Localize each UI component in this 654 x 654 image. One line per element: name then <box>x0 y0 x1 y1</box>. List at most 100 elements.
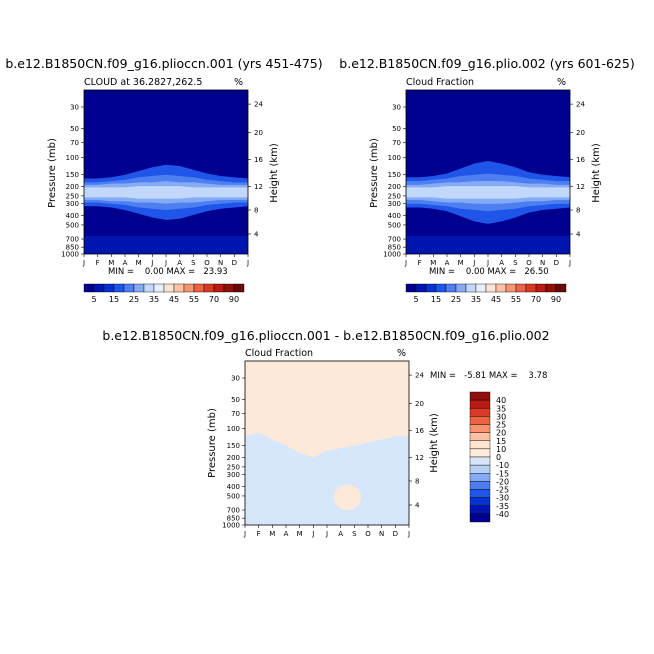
y-tick-label: 1000 <box>383 251 401 259</box>
colorbar-label: 35 <box>471 295 481 304</box>
y-tick-label: 100 <box>227 425 240 433</box>
x-tick-label: J <box>150 259 153 267</box>
colorbar-label: 25 <box>451 295 461 304</box>
colorbar-swatch <box>455 283 467 293</box>
colorbar-label: -25 <box>496 486 509 495</box>
y-tick-label: 1000 <box>61 251 79 259</box>
contour-plot <box>244 360 410 526</box>
colorbar-swatch <box>469 489 491 498</box>
right-tick-label: 16 <box>415 427 424 435</box>
y-tick-label: 300 <box>66 200 79 208</box>
units-label: % <box>557 77 566 88</box>
right-tick-label: 24 <box>254 101 263 109</box>
panel-subtitle: Cloud Fraction <box>245 348 313 359</box>
y-tick-label: 300 <box>227 471 240 479</box>
colorbar-label: 40 <box>496 396 506 405</box>
y-tick-label: 300 <box>388 200 401 208</box>
y-tick-label: 500 <box>388 221 401 229</box>
colorbar-swatch <box>405 283 417 293</box>
x-tick-label: F <box>96 259 100 267</box>
colorbar-swatch <box>469 416 491 425</box>
y-tick-label: 150 <box>66 171 79 179</box>
colorbar-label: 55 <box>189 295 199 304</box>
colorbar-swatch <box>469 399 491 409</box>
y-tick-label: 30 <box>392 103 401 111</box>
colorbar-swatch <box>505 283 517 293</box>
x-tick-label: N <box>379 530 384 538</box>
colorbar-label: 45 <box>491 295 501 304</box>
colorbar-swatch <box>133 283 145 293</box>
colorbar: 5 15 25 35 45 55 70 90 <box>405 283 567 304</box>
y-tick-label: 700 <box>388 236 401 244</box>
colorbar-swatch <box>469 432 491 441</box>
right-tick-label: 8 <box>415 477 419 485</box>
colorbar-swatch <box>163 283 175 293</box>
panel-plioccn: b.e12.B1850CN.f09_g16.plioccn.001 (yrs 4… <box>5 56 322 304</box>
axis-ticks: J F M A M J J A S O N D J305070100150200250300400500… <box>222 372 424 538</box>
right-axis-label: Height (km) <box>591 143 602 203</box>
contour-level-negative <box>245 432 409 525</box>
y-tick-label: 250 <box>388 192 401 200</box>
colorbar-label: 25 <box>129 295 139 304</box>
colorbar-swatch <box>425 283 437 293</box>
y-tick-label: 700 <box>66 236 79 244</box>
colorbar-swatch <box>469 448 491 458</box>
y-tick-label: 70 <box>70 139 79 147</box>
colorbar-swatch <box>515 283 527 293</box>
x-tick-label: N <box>218 259 223 267</box>
right-tick-label: 16 <box>254 156 263 164</box>
x-tick-label: J <box>404 259 407 267</box>
colorbar-swatch <box>203 283 215 293</box>
x-tick-label: J <box>311 530 314 538</box>
x-tick-label: O <box>365 530 371 538</box>
colorbar-swatch <box>173 283 185 293</box>
colorbar-swatch <box>475 283 487 293</box>
axis-ticks: J F M A M J J A S O N D J305070100150200250300400500… <box>61 101 263 267</box>
colorbar-label: -40 <box>496 510 509 519</box>
colorbar-label: 55 <box>511 295 521 304</box>
y-tick-label: 200 <box>66 183 79 191</box>
contour-level-6 <box>406 186 570 199</box>
x-tick-label: M <box>108 259 114 267</box>
x-tick-label: M <box>430 259 436 267</box>
colorbar: 5 15 25 35 45 55 70 90 <box>83 283 245 304</box>
y-tick-label: 1000 <box>222 522 240 530</box>
x-tick-label: M <box>458 259 464 267</box>
colorbar-swatch <box>465 283 477 293</box>
units-label: % <box>397 348 406 359</box>
colorbar-swatch <box>469 408 491 417</box>
y-tick-label: 850 <box>66 244 79 252</box>
colorbar-swatch <box>153 283 165 293</box>
colorbar-swatch <box>525 283 537 293</box>
colorbar-swatch <box>469 513 491 523</box>
right-axis-label: Height (km) <box>269 143 280 203</box>
x-tick-label: S <box>191 259 196 267</box>
colorbar-swatch <box>485 283 497 293</box>
right-tick-label: 20 <box>415 400 424 408</box>
colorbar-label: 70 <box>531 295 541 304</box>
y-tick-label: 50 <box>392 125 401 133</box>
y-tick-label: 50 <box>70 125 79 133</box>
contour-plot <box>405 89 571 255</box>
x-tick-label: O <box>204 259 210 267</box>
x-tick-label: J <box>568 259 571 267</box>
min-max-label: MIN = 0.00 MAX = 23.93 <box>108 267 228 277</box>
colorbar-swatch <box>469 440 491 450</box>
x-tick-label: J <box>82 259 85 267</box>
colorbar-swatch <box>469 456 491 466</box>
colorbar-swatch <box>93 283 105 293</box>
y-tick-label: 30 <box>70 103 79 111</box>
panel-title: b.e12.B1850CN.f09_g16.plioccn.001 (yrs 4… <box>5 56 322 71</box>
colorbar-swatch <box>213 283 225 293</box>
colorbar-swatch <box>495 283 507 293</box>
right-tick-label: 4 <box>254 230 259 238</box>
right-tick-label: 24 <box>576 101 585 109</box>
colorbar-swatch <box>555 283 567 293</box>
x-tick-label: D <box>232 259 237 267</box>
x-tick-label: J <box>243 530 246 538</box>
y-tick-label: 50 <box>231 396 240 404</box>
contour-level-surface <box>406 235 570 254</box>
colorbar-label: 5 <box>91 295 96 304</box>
right-axis-label: Height (km) <box>429 413 440 473</box>
x-tick-label: J <box>486 259 489 267</box>
